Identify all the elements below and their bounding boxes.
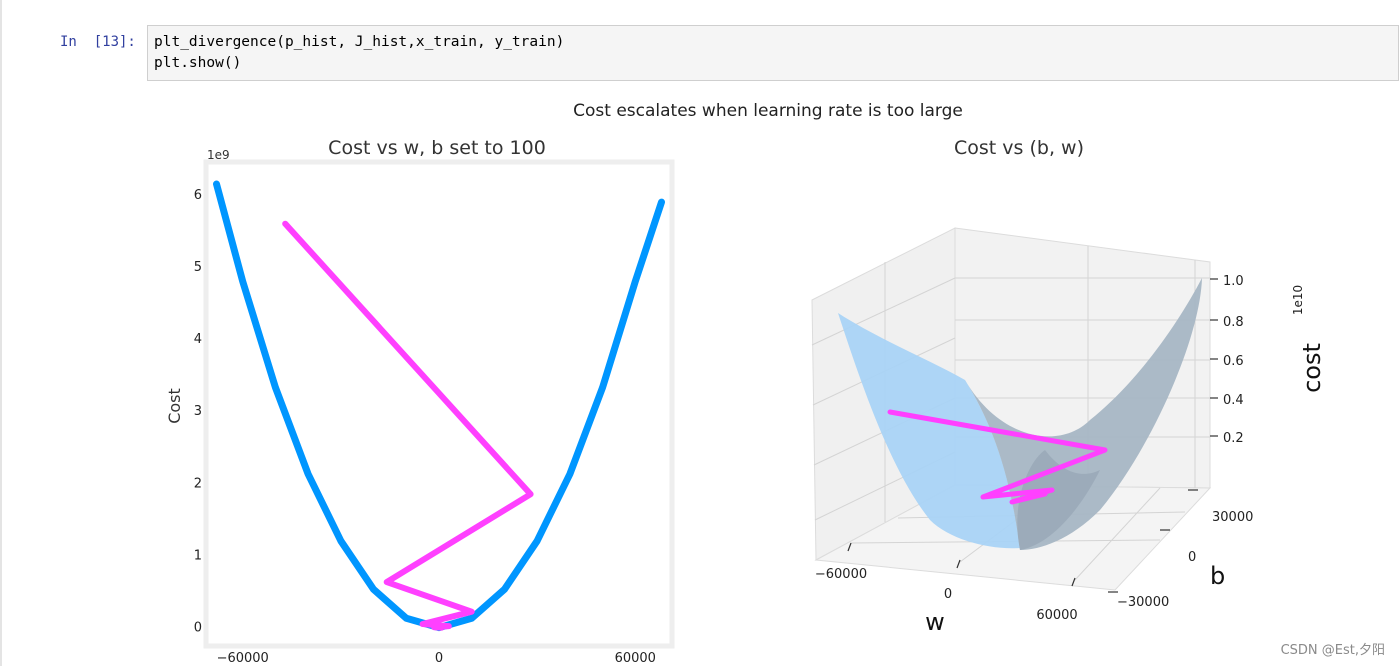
b-tick-label: 0 [1188, 550, 1196, 565]
z-tick-label: 0.8 [1223, 315, 1244, 330]
x-tick-label: 0 [435, 651, 443, 666]
y-tick-label: 6 [194, 188, 202, 203]
y-tick-label: 5 [194, 260, 202, 275]
x-tick-label: −60000 [217, 651, 269, 666]
z-tick-label: 0.2 [1223, 431, 1244, 446]
x-tick-label: 60000 [615, 651, 656, 666]
b-tick-label: −30000 [1117, 595, 1169, 610]
notebook-left-border [0, 0, 2, 666]
w-tick-label: 0 [944, 587, 952, 602]
code-cell-input[interactable]: plt_divergence(p_hist, J_hist,x_train, y… [147, 25, 1399, 81]
code-line-1: plt_divergence(p_hist, J_hist,x_train, y… [154, 34, 565, 50]
w-axis-ticks [847, 542, 1076, 587]
cost-vs-w-plot: Cost vs w, b set to 100 1e9 Cost 0 1 2 3 4 5 6… [165, 137, 675, 666]
right-plot-title: Cost vs (b, w) [954, 137, 1084, 159]
gradient-descent-path [282, 220, 534, 631]
y-tick-label: 4 [194, 332, 202, 347]
z-axis-label: cost [1298, 343, 1326, 393]
z-tick-label: 1.0 [1223, 274, 1244, 289]
y-tick-label: 1 [194, 548, 202, 563]
cost-surface-3d-plot: Cost vs (b, w) [811, 137, 1326, 636]
z-tick-label: 0.4 [1223, 393, 1244, 408]
z-tick-label: 0.6 [1223, 354, 1244, 369]
cost-surface-front [838, 313, 1020, 549]
z-axis-ticks [1210, 278, 1218, 437]
z-offset-label: 1e10 [1291, 285, 1305, 315]
b-axis-label: b [1210, 562, 1225, 590]
w-tick-label: −60000 [815, 567, 867, 582]
y-tick-label: 0 [194, 621, 202, 636]
w-tick-label: 60000 [1036, 608, 1077, 623]
y-tick-label: 3 [194, 404, 202, 419]
left-plot-title: Cost vs w, b set to 100 [328, 137, 546, 159]
left-plot-ylabel: Cost [165, 388, 184, 424]
cell-prompt: In [13]: [60, 34, 136, 50]
b-axis-ticks [1108, 489, 1198, 593]
y-tick-label: 2 [194, 476, 202, 491]
left-plot-y-offset: 1e9 [207, 148, 230, 162]
w-axis-label: w [925, 608, 945, 636]
csdn-watermark: CSDN @Est,夕阳 [1280, 643, 1385, 658]
left-plot-frame [203, 159, 675, 649]
figure-suptitle: Cost escalates when learning rate is too… [573, 101, 963, 121]
gradient-descent-path-3d [887, 409, 1108, 505]
b-tick-label: 30000 [1212, 510, 1253, 525]
code-line-2: plt.show() [154, 55, 242, 71]
